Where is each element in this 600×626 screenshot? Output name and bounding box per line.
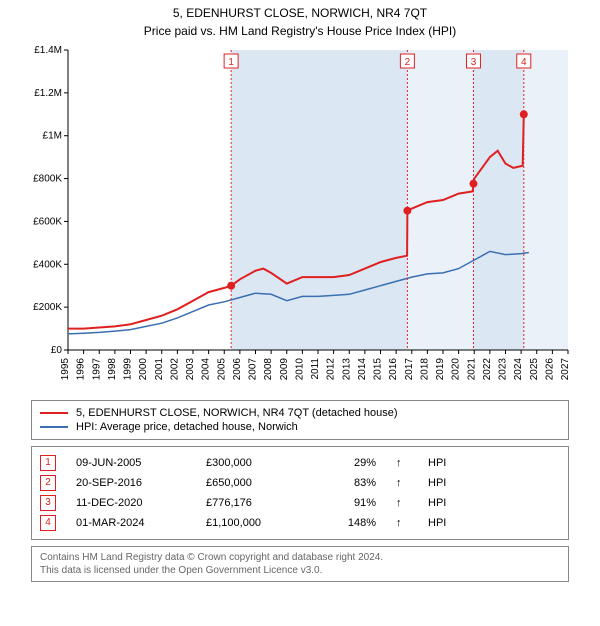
x-tick-label: 2014 xyxy=(357,358,368,381)
x-tick-label: 2006 xyxy=(232,358,243,381)
transaction-number: 3 xyxy=(471,57,477,68)
x-tick-label: 2021 xyxy=(466,358,477,381)
transaction-hpi-label: HPI xyxy=(428,497,458,509)
x-tick-label: 2020 xyxy=(451,358,462,381)
transaction-date: 01-MAR-2024 xyxy=(76,517,186,529)
x-tick-label: 2012 xyxy=(326,358,337,381)
transaction-row: 3 11-DEC-2020 £776,176 91% ↑ HPI xyxy=(40,495,560,511)
shaded-band xyxy=(473,50,523,350)
legend-box: 5, EDENHURST CLOSE, NORWICH, NR4 7QT (de… xyxy=(31,400,569,440)
transaction-number-badge: 2 xyxy=(40,475,56,491)
x-tick-label: 2019 xyxy=(435,358,446,381)
chart-title-sub: Price paid vs. HM Land Registry's House … xyxy=(0,24,600,38)
transaction-pct: 83% xyxy=(326,477,376,489)
transaction-price: £1,100,000 xyxy=(206,517,306,529)
transaction-number: 2 xyxy=(405,57,411,68)
legend-label: 5, EDENHURST CLOSE, NORWICH, NR4 7QT (de… xyxy=(76,407,398,419)
shaded-band xyxy=(231,50,407,350)
x-tick-label: 2026 xyxy=(544,358,555,381)
x-tick-label: 2025 xyxy=(529,358,540,381)
y-tick-label: £1M xyxy=(43,131,62,142)
transaction-marker xyxy=(403,207,411,215)
footer-line-1: Contains HM Land Registry data © Crown c… xyxy=(40,551,560,564)
transaction-marker xyxy=(227,282,235,290)
x-tick-label: 2003 xyxy=(185,358,196,381)
transactions-table: 1 09-JUN-2005 £300,000 29% ↑ HPI 2 20-SEP-2016 £… xyxy=(31,446,569,540)
transaction-pct: 148% xyxy=(326,517,376,529)
x-tick-label: 2013 xyxy=(341,358,352,381)
transaction-date: 09-JUN-2005 xyxy=(76,457,186,469)
transaction-number: 1 xyxy=(228,57,234,68)
transaction-hpi-label: HPI xyxy=(428,477,458,489)
y-tick-label: £1.2M xyxy=(34,88,62,99)
up-arrow-icon: ↑ xyxy=(396,517,408,529)
x-tick-label: 2005 xyxy=(216,358,227,381)
transaction-date: 11-DEC-2020 xyxy=(76,497,186,509)
x-tick-label: 1999 xyxy=(123,358,134,381)
x-tick-label: 2016 xyxy=(388,358,399,381)
x-tick-label: 1998 xyxy=(107,358,118,381)
x-tick-label: 2015 xyxy=(373,358,384,381)
up-arrow-icon: ↑ xyxy=(396,457,408,469)
x-tick-label: 2023 xyxy=(498,358,509,381)
x-tick-label: 2009 xyxy=(279,358,290,381)
y-tick-label: £0 xyxy=(51,345,63,356)
legend-row: 5, EDENHURST CLOSE, NORWICH, NR4 7QT (de… xyxy=(40,407,560,419)
transaction-marker xyxy=(469,180,477,188)
x-tick-label: 1997 xyxy=(91,358,102,381)
x-tick-label: 2008 xyxy=(263,358,274,381)
transaction-number-badge: 3 xyxy=(40,495,56,511)
up-arrow-icon: ↑ xyxy=(396,497,408,509)
x-tick-label: 2007 xyxy=(248,358,259,381)
y-tick-label: £600K xyxy=(33,216,62,227)
transaction-number-badge: 1 xyxy=(40,455,56,471)
x-tick-label: 1996 xyxy=(76,358,87,381)
y-tick-label: £200K xyxy=(33,302,62,313)
footer-box: Contains HM Land Registry data © Crown c… xyxy=(31,546,569,582)
x-tick-label: 2010 xyxy=(294,358,305,381)
x-tick-label: 2022 xyxy=(482,358,493,381)
transaction-date: 20-SEP-2016 xyxy=(76,477,186,489)
transaction-row: 1 09-JUN-2005 £300,000 29% ↑ HPI xyxy=(40,455,560,471)
up-arrow-icon: ↑ xyxy=(396,477,408,489)
x-tick-label: 2001 xyxy=(154,358,165,381)
x-tick-label: 2017 xyxy=(404,358,415,381)
y-tick-label: £400K xyxy=(33,259,62,270)
transaction-row: 4 01-MAR-2024 £1,100,000 148% ↑ HPI xyxy=(40,515,560,531)
footer-line-2: This data is licensed under the Open Gov… xyxy=(40,564,560,577)
transaction-row: 2 20-SEP-2016 £650,000 83% ↑ HPI xyxy=(40,475,560,491)
transaction-price: £650,000 xyxy=(206,477,306,489)
shaded-band xyxy=(524,50,568,350)
x-tick-label: 2018 xyxy=(419,358,430,381)
legend-label: HPI: Average price, detached house, Norw… xyxy=(76,421,298,433)
x-tick-label: 2004 xyxy=(201,358,212,381)
transaction-number: 4 xyxy=(521,57,527,68)
transaction-hpi-label: HPI xyxy=(428,517,458,529)
x-tick-label: 1995 xyxy=(60,358,71,381)
x-tick-label: 2024 xyxy=(513,358,524,381)
legend-swatch xyxy=(40,426,68,428)
legend-row: HPI: Average price, detached house, Norw… xyxy=(40,421,560,433)
legend-swatch xyxy=(40,412,68,414)
transaction-number-badge: 4 xyxy=(40,515,56,531)
chart-header: 5, EDENHURST CLOSE, NORWICH, NR4 7QT Pri… xyxy=(0,6,600,38)
chart-title-address: 5, EDENHURST CLOSE, NORWICH, NR4 7QT xyxy=(0,6,600,20)
x-tick-label: 2027 xyxy=(560,358,571,381)
transaction-pct: 91% xyxy=(326,497,376,509)
transaction-price: £300,000 xyxy=(206,457,306,469)
x-tick-label: 2011 xyxy=(310,358,321,380)
chart-area: £0 £200K £400K £600K £800K £1M £1.2M £1.4M 1995 1… xyxy=(20,44,580,394)
x-tick-label: 2002 xyxy=(169,358,180,381)
chart-svg: £0 £200K £400K £600K £800K £1M £1.2M £1.4M 1995 1… xyxy=(20,44,580,394)
y-tick-label: £1.4M xyxy=(34,45,62,56)
y-tick-label: £800K xyxy=(33,174,62,185)
transaction-marker xyxy=(520,110,528,118)
transaction-price: £776,176 xyxy=(206,497,306,509)
transaction-hpi-label: HPI xyxy=(428,457,458,469)
transaction-pct: 29% xyxy=(326,457,376,469)
x-tick-label: 2000 xyxy=(138,358,149,381)
